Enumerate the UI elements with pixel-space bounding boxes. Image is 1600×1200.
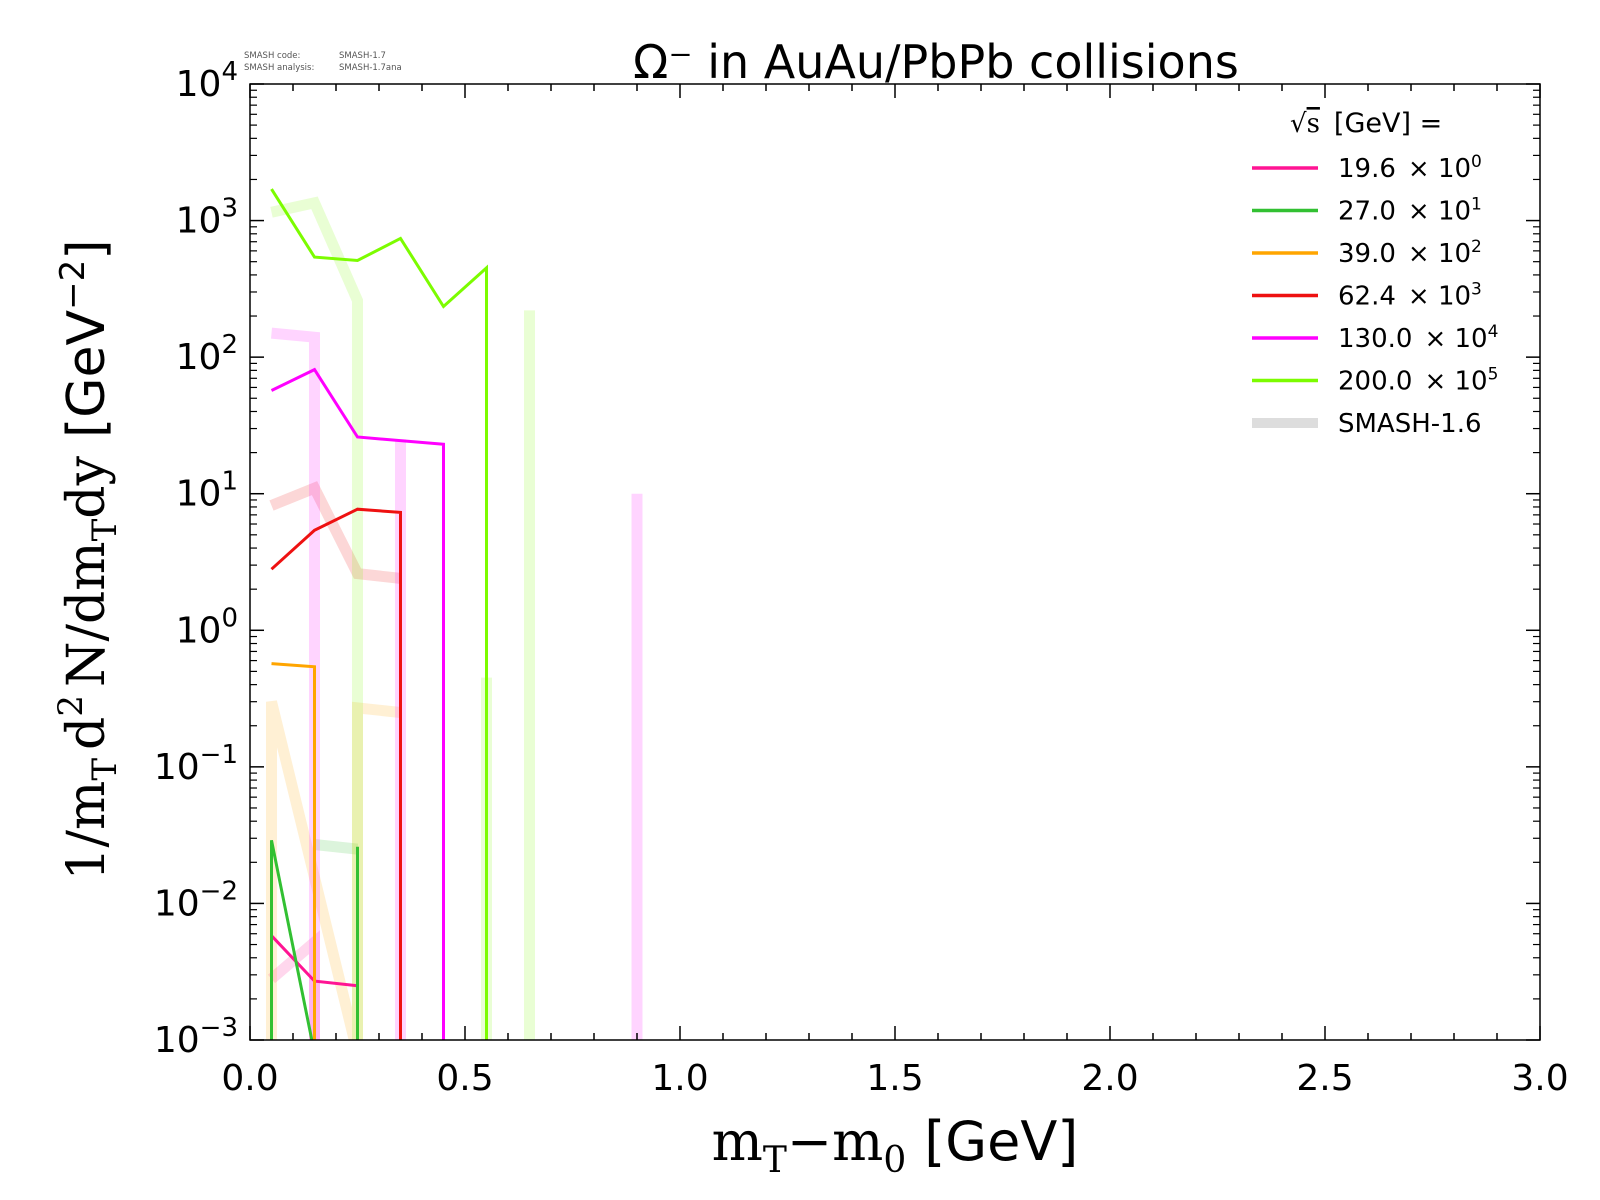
legend-entry: 27.0 × 101 (1252, 195, 1482, 227)
legend-entry-reference: SMASH-1.6 (1252, 409, 1482, 439)
series-line-39.0 (271, 662, 316, 1040)
legend-entry: 39.0 × 102 (1252, 237, 1482, 269)
x-axis-label: mT−m0 [GeV] (712, 1110, 1079, 1181)
legend-entry: 130.0 × 104 (1252, 322, 1498, 354)
series-line-200.0 (270, 188, 488, 1040)
reference-line (266, 700, 402, 1040)
x-tick-label: 0.0 (221, 1058, 278, 1099)
reference-line (269, 481, 402, 584)
legend-entries: 19.6 × 100 27.0 × 101 39.0 × 102 62.4 × 103 130.… (1252, 152, 1498, 439)
code-label: SMASH code: (244, 51, 300, 61)
y-tick-label: 102 (176, 330, 238, 378)
x-tick-label: 0.5 (436, 1058, 493, 1099)
legend-label: 27.0 × 101 (1338, 195, 1482, 227)
series-lines (270, 188, 488, 1040)
axis-ticks (249, 83, 1541, 1041)
legend-label: SMASH-1.6 (1338, 409, 1482, 439)
legend-label: 130.0 × 104 (1338, 322, 1498, 354)
legend-label: 62.4 × 103 (1338, 280, 1482, 312)
x-tick-label: 2.5 (1296, 1058, 1353, 1099)
legend-title: √s [GeV] = (1290, 108, 1442, 139)
x-tick-label: 1.5 (866, 1058, 923, 1099)
y-tick-label: 103 (176, 194, 238, 242)
series-line-130.0 (270, 367, 445, 1040)
code-info: SMASH code: SMASH-1.7 SMASH analysis: SM… (244, 51, 402, 73)
x-tick-label: 1.0 (651, 1058, 708, 1099)
analysis-label: SMASH analysis: (244, 63, 314, 73)
legend-entry: 200.0 × 105 (1252, 365, 1498, 397)
x-tick-label: 2.0 (1081, 1058, 1138, 1099)
reference-line (270, 196, 363, 1040)
analysis-value: SMASH-1.7ana (339, 63, 402, 73)
code-value: SMASH-1.7 (339, 51, 386, 61)
reference-lines (266, 196, 643, 1040)
legend-entry: 62.4 × 103 (1252, 280, 1482, 312)
series-line-27.0 (270, 840, 359, 1040)
y-tick-label: 101 (176, 467, 238, 515)
legend-label: 39.0 × 102 (1338, 237, 1482, 269)
y-tick-label: 10−2 (154, 876, 238, 924)
x-tick-label: 3.0 (1511, 1058, 1568, 1099)
y-tick-label: 10−3 (154, 1013, 238, 1061)
y-tick-label: 10−1 (154, 740, 238, 788)
y-tick-label: 104 (176, 57, 238, 105)
y-tick-label: 100 (176, 603, 238, 651)
legend-entry: 19.6 × 100 (1252, 152, 1482, 184)
legend: √s [GeV] = 19.6 × 100 27.0 × 101 39.0 × 102 62.… (1252, 108, 1498, 439)
reference-line (313, 839, 359, 855)
y-axis-label: 1/mTd2N/dmTdy[GeV−2] (51, 239, 125, 880)
series-line-62.4 (270, 507, 402, 1040)
legend-label: 200.0 × 105 (1338, 365, 1498, 397)
legend-label: 19.6 × 100 (1338, 152, 1482, 184)
tick-labels: 0.0 0.5 1.0 1.5 2.0 2.5 3.0 10−3 10−2 10−1 100 101 1… (154, 57, 1569, 1099)
chart-title: Ω⁻ in AuAu/PbPb collisions (633, 35, 1239, 89)
